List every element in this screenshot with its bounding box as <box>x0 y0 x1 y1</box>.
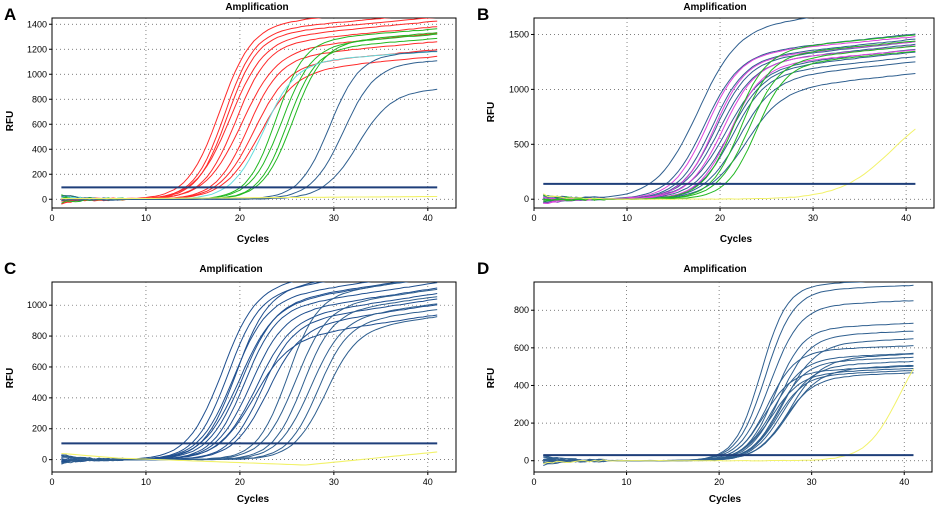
y-tick-label: 1200 <box>27 44 47 54</box>
y-tick-label: 1000 <box>509 84 529 94</box>
y-tick-label: 200 <box>32 424 47 434</box>
curve-group <box>543 18 916 205</box>
x-axis-label: Cycles <box>237 234 270 245</box>
y-tick-label: 600 <box>32 119 47 129</box>
y-tick-label: 500 <box>514 139 529 149</box>
chart-title: Amplification <box>683 264 746 275</box>
y-tick-label: 1000 <box>27 69 47 79</box>
plot-frame <box>533 281 933 473</box>
x-axis-label: Cycles <box>720 234 753 245</box>
chart-title: Amplification <box>225 2 288 13</box>
y-tick-label: 400 <box>32 393 47 403</box>
y-tick-label: 600 <box>32 362 47 372</box>
x-tick-label: 0 <box>49 477 54 487</box>
x-tick-label: 20 <box>235 477 245 487</box>
amplification-curve <box>543 50 916 202</box>
x-tick-label: 40 <box>901 213 911 223</box>
x-tick-label: 10 <box>622 477 632 487</box>
y-tick-label: 0 <box>42 455 47 465</box>
y-tick-label: 1500 <box>509 29 529 39</box>
y-tick-label: 400 <box>32 144 47 154</box>
x-tick-label: 30 <box>808 213 818 223</box>
x-tick-label: 20 <box>715 213 725 223</box>
amplification-curve <box>543 353 914 466</box>
x-tick-label: 20 <box>235 213 245 223</box>
y-axis-label: RFU <box>486 368 497 389</box>
x-tick-label: 10 <box>622 213 632 223</box>
panel-letter: B <box>477 5 489 24</box>
y-tick-label: 600 <box>514 343 529 353</box>
negative-control-curve <box>61 195 438 200</box>
plot-area: 0 10 20 30 40 0 500 1000 1500 <box>509 17 935 223</box>
panel-b: B Amplification RFU Cycles 0 10 20 30 40 0 500… <box>477 2 935 245</box>
x-tick-label: 10 <box>141 477 151 487</box>
y-axis-label: RFU <box>486 102 497 123</box>
x-axis-label: Cycles <box>709 494 742 505</box>
y-tick-label: 0 <box>42 194 47 204</box>
curve-group <box>61 282 438 466</box>
x-tick-label: 0 <box>49 213 54 223</box>
amplification-curve <box>543 368 914 465</box>
y-tick-label: 0 <box>524 194 529 204</box>
x-tick-label: 40 <box>899 477 909 487</box>
y-tick-label: 400 <box>514 380 529 390</box>
x-tick-label: 30 <box>329 213 339 223</box>
panel-letter: D <box>477 259 489 278</box>
x-tick-label: 30 <box>329 477 339 487</box>
y-tick-label: 1400 <box>27 19 47 29</box>
y-tick-label: 800 <box>32 94 47 104</box>
panel-a: A Amplification RFU Cycles 0 10 20 30 400200… <box>4 2 457 245</box>
x-tick-label: 30 <box>807 477 817 487</box>
amplification-curve <box>543 128 916 200</box>
y-tick-label: 0 <box>524 456 529 466</box>
y-axis-label: RFU <box>5 111 16 132</box>
panel-letter: C <box>4 259 16 278</box>
chart-title: Amplification <box>683 2 746 13</box>
x-tick-label: 0 <box>531 213 536 223</box>
y-tick-label: 200 <box>514 418 529 428</box>
y-axis-label: RFU <box>5 368 16 389</box>
negative-control-curve <box>61 451 438 466</box>
amplification-curve <box>543 18 810 200</box>
curve-group <box>543 282 914 466</box>
panel-letter: A <box>4 5 16 24</box>
x-tick-label: 10 <box>141 213 151 223</box>
x-axis-label: Cycles <box>237 494 270 505</box>
y-tick-label: 200 <box>32 169 47 179</box>
x-tick-label: 0 <box>531 477 536 487</box>
panel-d: D Amplification RFU Cycles 0 10 20 30 400200… <box>477 259 933 505</box>
x-tick-label: 40 <box>423 213 433 223</box>
x-tick-label: 20 <box>714 477 724 487</box>
panel-c: C Amplification RFU Cycles 0 10 20 30 400200… <box>4 259 457 505</box>
y-tick-label: 800 <box>514 305 529 315</box>
plot-frame <box>51 17 457 209</box>
y-tick-label: 1000 <box>27 300 47 310</box>
chart-title: Amplification <box>199 264 262 275</box>
x-tick-label: 40 <box>423 477 433 487</box>
curve-group <box>61 18 438 205</box>
y-tick-label: 800 <box>32 331 47 341</box>
